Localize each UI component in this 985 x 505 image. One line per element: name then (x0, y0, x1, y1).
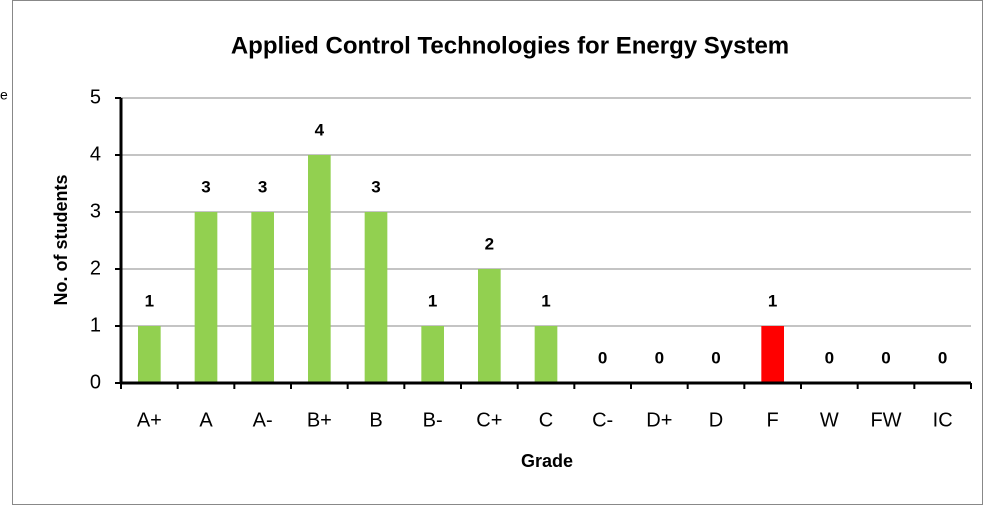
data-label: 1 (768, 291, 777, 310)
data-label: 3 (371, 177, 380, 196)
x-tick-label: FW (870, 409, 901, 431)
x-tick-label: B- (423, 409, 443, 431)
x-tick-label: A+ (137, 409, 162, 431)
y-tick-label: 2 (90, 257, 101, 279)
bar (534, 326, 558, 383)
data-label: 2 (485, 234, 494, 253)
bar (478, 269, 501, 383)
y-tick-label: 3 (90, 200, 101, 222)
x-axis-label: Grade (521, 451, 573, 471)
y-axis-label: No. of students (51, 175, 71, 306)
data-label: 4 (315, 120, 325, 139)
side-text: e (0, 87, 8, 103)
data-label: 3 (258, 177, 267, 196)
data-label: 0 (825, 348, 834, 367)
data-label: 1 (541, 291, 550, 310)
x-tick-label: C- (592, 409, 613, 431)
data-label: 0 (598, 348, 607, 367)
bar (308, 155, 331, 383)
y-tick-label: 4 (90, 143, 101, 165)
chart-title: Applied Control Technologies for Energy … (231, 32, 789, 59)
x-tick-label: D (709, 409, 723, 431)
x-tick-label: C+ (476, 409, 502, 431)
chart-border (12, 0, 983, 505)
data-label: 1 (428, 291, 437, 310)
y-tick-label: 5 (90, 86, 101, 108)
x-tick-label: A- (253, 409, 273, 431)
x-tick-label: W (820, 409, 839, 431)
y-tick-label: 1 (90, 314, 101, 336)
y-tick-label: 0 (90, 371, 101, 393)
data-label: 3 (201, 177, 210, 196)
bar (761, 326, 784, 383)
data-label: 0 (881, 348, 890, 367)
x-tick-label: B (369, 409, 382, 431)
data-label: 0 (655, 348, 664, 367)
data-label: 0 (938, 348, 947, 367)
x-tick-label: D+ (646, 409, 672, 431)
x-tick-label: B+ (307, 409, 332, 431)
x-tick-label: F (767, 409, 779, 431)
x-tick-label: C (539, 409, 553, 431)
bar (194, 212, 218, 383)
bar (364, 212, 388, 383)
x-tick-label: A (199, 409, 213, 431)
bar (138, 326, 161, 383)
data-label: 0 (711, 348, 720, 367)
data-label: 1 (145, 291, 154, 310)
bar (251, 212, 274, 383)
bar (421, 326, 444, 383)
x-tick-label: IC (933, 409, 953, 431)
